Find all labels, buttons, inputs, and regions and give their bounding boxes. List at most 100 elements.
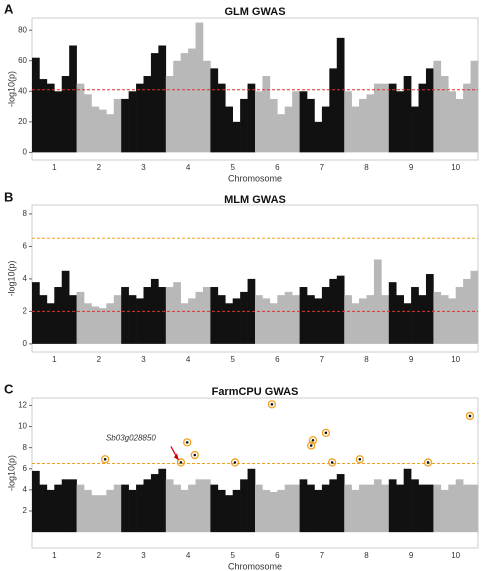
x-tick-label: 4	[186, 355, 191, 364]
snp-cloud	[150, 474, 159, 533]
y-tick-label: 4	[23, 485, 28, 494]
snp-cloud	[373, 259, 382, 344]
snp-cloud	[448, 298, 456, 344]
snp-cloud	[344, 484, 352, 533]
significant-snp-ring	[423, 458, 433, 467]
snp-cloud	[61, 270, 70, 344]
chart-title: GLM GWAS	[224, 6, 285, 18]
significant-snp	[358, 457, 362, 461]
snp-cloud	[69, 295, 77, 344]
snp-cloud	[39, 79, 48, 153]
y-tick-label: 4	[23, 274, 28, 283]
snp-cloud	[173, 282, 181, 344]
snp-cloud	[292, 91, 300, 153]
snp-cloud	[403, 76, 412, 153]
snp-cloud	[106, 303, 115, 344]
y-tick-label: 8	[23, 443, 28, 452]
snp-cloud	[247, 468, 256, 533]
significant-snp-ring	[307, 441, 316, 450]
snp-cloud	[314, 489, 323, 533]
snp-cloud	[359, 98, 367, 153]
y-tick-label: 2	[23, 506, 28, 515]
snp-cloud	[425, 274, 434, 344]
snp-cloud	[292, 295, 300, 344]
x-tick-label: 10	[451, 551, 460, 560]
snp-cloud	[314, 298, 323, 344]
snp-cloud	[425, 484, 434, 533]
x-tick-label: 9	[409, 163, 414, 172]
snp-cloud	[359, 298, 367, 344]
snp-cloud	[262, 76, 271, 153]
snp-cloud	[463, 83, 471, 153]
significant-snp	[193, 453, 197, 457]
y-tick-label: 12	[18, 401, 27, 410]
snp-cloud	[448, 484, 456, 533]
snp-cloud	[433, 60, 442, 153]
snp-cloud	[448, 91, 456, 153]
snp-cloud	[433, 291, 442, 344]
snp-cloud	[195, 22, 204, 153]
x-tick-label: 4	[186, 163, 191, 172]
snp-cloud	[240, 479, 248, 533]
panel-label: B	[4, 189, 13, 204]
x-tick-label: 5	[230, 551, 235, 560]
significant-snp-ring	[355, 455, 364, 464]
snp-cloud	[84, 94, 92, 153]
x-tick-label: 3	[141, 355, 146, 364]
snp-cloud	[351, 489, 360, 533]
snp-cloud	[344, 295, 352, 344]
snp-cloud	[232, 489, 241, 533]
snp-cloud	[84, 303, 92, 344]
snp-cloud	[381, 83, 390, 153]
x-tick-label: 3	[141, 163, 146, 172]
snp-cloud	[173, 60, 181, 153]
snp-cloud	[277, 295, 286, 344]
snp-cloud	[299, 287, 308, 344]
snp-cloud	[277, 114, 286, 153]
significant-snp-ring	[308, 436, 318, 445]
significant-snp	[311, 438, 315, 442]
snp-cloud	[91, 106, 100, 153]
snp-cloud	[91, 495, 100, 533]
snp-cloud	[314, 121, 323, 153]
y-axis-label: -log10(p)	[6, 455, 16, 491]
snp-cloud	[202, 479, 211, 533]
snp-cloud	[32, 282, 40, 344]
snp-cloud	[284, 484, 293, 533]
snp-cloud	[180, 303, 189, 344]
snp-cloud	[202, 60, 211, 153]
chart-title: FarmCPU GWAS	[212, 386, 299, 398]
snp-cloud	[247, 278, 256, 344]
snp-cloud	[440, 489, 449, 533]
snp-cloud	[61, 76, 70, 153]
y-tick-label: 20	[18, 117, 27, 126]
x-tick-label: 8	[364, 551, 369, 560]
significant-snp	[179, 461, 183, 464]
snp-cloud	[217, 83, 226, 153]
snp-cloud	[269, 98, 278, 153]
snp-cloud	[39, 295, 48, 344]
snp-cloud	[307, 98, 315, 153]
significant-snp	[103, 457, 107, 461]
snp-cloud	[359, 484, 367, 533]
snp-cloud	[470, 270, 479, 344]
snp-cloud	[202, 287, 211, 344]
chart-title: MLM GWAS	[224, 194, 286, 206]
snp-cloud	[165, 76, 174, 153]
y-axis-label: -log10(p)	[6, 260, 16, 296]
snp-cloud	[470, 484, 479, 533]
snp-cloud	[76, 484, 85, 533]
snp-cloud	[411, 106, 419, 153]
snp-cloud	[158, 287, 167, 344]
snp-cloud	[54, 287, 63, 344]
x-tick-label: 7	[320, 163, 325, 172]
snp-cloud	[388, 83, 397, 153]
snp-cloud	[165, 287, 174, 344]
snp-cloud	[188, 484, 196, 533]
x-tick-label: 2	[97, 551, 102, 560]
gene-annotation: Sb03g028850	[106, 434, 156, 443]
snp-cloud	[455, 287, 464, 344]
snp-cloud	[143, 76, 152, 153]
snp-cloud	[210, 287, 219, 344]
significant-snp-ring	[465, 411, 475, 421]
